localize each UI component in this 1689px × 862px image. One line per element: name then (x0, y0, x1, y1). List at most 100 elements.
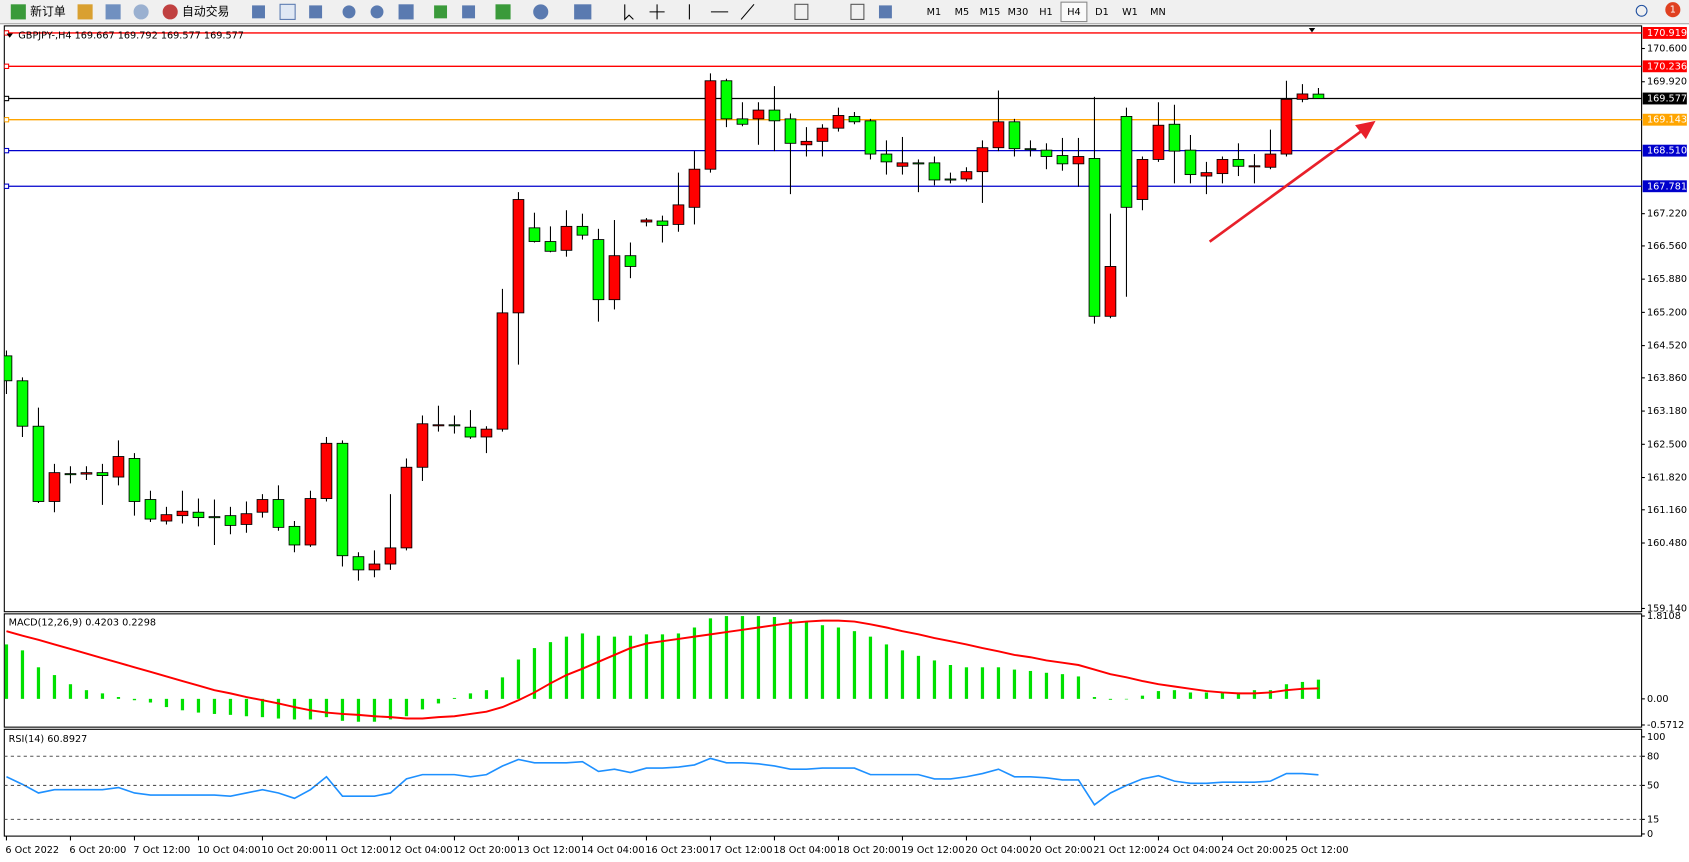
shift-marker (1308, 28, 1316, 33)
histogram-bar (1172, 690, 1177, 699)
icon[interactable] (574, 4, 592, 20)
timeframe-button[interactable]: M15 (980, 7, 1001, 18)
candle-body (544, 241, 557, 252)
candle-body (480, 428, 493, 438)
timeframe-button[interactable]: M5 (955, 7, 970, 18)
candle-body (1296, 93, 1309, 100)
icon[interactable] (133, 4, 149, 20)
level-label-box (1642, 144, 1687, 157)
icon[interactable] (495, 4, 511, 20)
level-label: 169.577 (1647, 93, 1687, 104)
candle-body (1184, 149, 1197, 176)
histogram-bar (1236, 692, 1241, 699)
icon[interactable] (740, 3, 755, 20)
icon[interactable] (462, 5, 476, 19)
candle-body (656, 220, 669, 226)
y-tick-label: 80 (1647, 751, 1659, 762)
histogram-bar (532, 648, 537, 699)
histogram-bar (388, 698, 393, 720)
x-tick-label: 11 Oct 12:00 (325, 845, 388, 856)
icon[interactable] (105, 4, 121, 20)
icon[interactable] (370, 5, 384, 19)
candle-body (320, 442, 333, 499)
histogram-bar (964, 667, 969, 699)
timeframe-button[interactable]: H1 (1039, 7, 1052, 18)
icon[interactable] (878, 5, 892, 19)
histogram-bar (68, 684, 73, 699)
tool-icons (252, 3, 892, 21)
timeframe-button[interactable]: M1 (927, 7, 942, 18)
candle-body (96, 472, 109, 477)
candle-body (512, 199, 525, 314)
search-icon[interactable] (1635, 4, 1648, 17)
candle-body (1264, 153, 1277, 168)
histogram-bar (980, 667, 985, 699)
icon[interactable] (279, 3, 296, 20)
x-tick-label: 24 Oct 04:00 (1157, 845, 1220, 856)
y-tick-label: 159.140 (1647, 603, 1687, 614)
candle-body (1248, 165, 1261, 168)
notification-badge[interactable] (1665, 2, 1681, 18)
histogram-bar (500, 677, 505, 699)
candle-body (400, 466, 413, 549)
histogram-bar (20, 650, 25, 699)
y-tick-label: 100 (1647, 732, 1665, 743)
timeframe-selected[interactable] (1060, 1, 1088, 23)
histogram-bar (132, 698, 137, 701)
candle-body (1168, 123, 1181, 152)
histogram-bar (1220, 692, 1225, 699)
timeframe-button[interactable]: D1 (1095, 7, 1109, 18)
new-order-icon (10, 4, 26, 20)
timeframe-button[interactable]: W1 (1122, 7, 1138, 18)
y-tick-label: 161.820 (1647, 473, 1687, 484)
icon[interactable] (252, 5, 265, 19)
candle-body (1072, 156, 1085, 165)
y-tick-label: -0.5712 (1647, 720, 1684, 731)
level-label-box (1642, 26, 1687, 39)
candle-body (208, 516, 221, 519)
candle-body (288, 525, 301, 546)
histogram-bar (180, 698, 185, 711)
new-order-button[interactable]: 新订单 (10, 4, 66, 20)
icon[interactable] (309, 5, 323, 19)
level-label-box (1642, 60, 1687, 73)
candle-body (64, 473, 77, 476)
candle-body (704, 80, 717, 170)
icon[interactable] (794, 3, 809, 20)
axes: 170.600 169.920 167.220 166.560 165.880 165.2… (4, 26, 1687, 856)
histogram-bar (84, 690, 89, 699)
candle-body (528, 227, 541, 242)
candle-body (592, 239, 605, 301)
candle-body (1088, 158, 1101, 317)
timeframe-button[interactable]: H4 (1067, 7, 1080, 18)
icon[interactable] (649, 4, 665, 20)
histogram-bar (692, 627, 697, 699)
timeframe-button[interactable]: MN (1150, 7, 1166, 18)
histogram-bar (292, 698, 297, 720)
icon[interactable] (77, 4, 93, 20)
candle-body (864, 120, 877, 155)
candle-body (1024, 148, 1037, 151)
auto-trading-button[interactable]: 自动交易 (162, 4, 230, 20)
icon[interactable] (533, 4, 549, 20)
candle-body (816, 127, 829, 142)
candle-body (1008, 121, 1021, 150)
icon[interactable] (434, 5, 448, 19)
candle-body (128, 458, 141, 502)
candle-body (1120, 116, 1133, 208)
x-tick-label: 18 Oct 04:00 (773, 845, 836, 856)
candle-body (960, 171, 973, 180)
icon[interactable] (398, 4, 414, 20)
candle-body (80, 472, 93, 475)
candle-body (976, 147, 989, 173)
histogram-bar (900, 650, 905, 699)
histogram-bar (1268, 690, 1273, 699)
timeframe-button[interactable]: M30 (1008, 7, 1029, 18)
y-tick-label: 162.500 (1647, 439, 1687, 450)
histogram-bar (372, 698, 377, 722)
icon[interactable] (850, 3, 865, 20)
icon[interactable] (624, 4, 634, 21)
histogram-bar (164, 698, 169, 708)
icon[interactable] (342, 5, 356, 19)
candle-body (576, 225, 589, 236)
